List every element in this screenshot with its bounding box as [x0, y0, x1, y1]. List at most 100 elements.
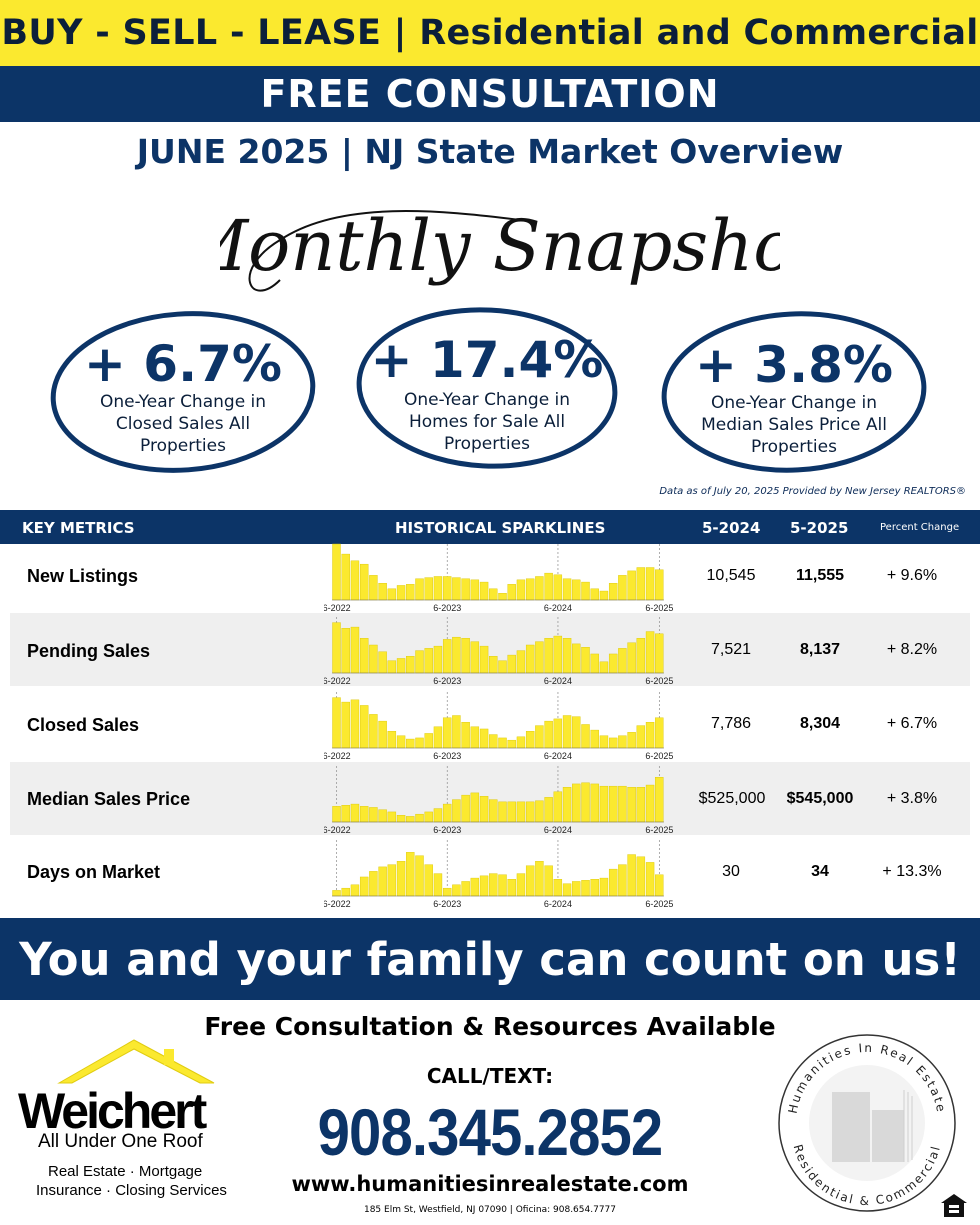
stat-line1: One-Year Change in [403, 390, 571, 410]
sparkline-axis-label: 6-2024 [544, 603, 572, 613]
sparkline-bar [590, 879, 599, 897]
sparkline-bar [553, 791, 563, 823]
sparkline-bar [627, 787, 636, 823]
top-banner: BUY - SELL - LEASE | Residential and Com… [0, 0, 980, 66]
sparkline-bar [396, 658, 406, 674]
sparkline-bar [608, 653, 618, 674]
sparkline-bar [525, 865, 535, 897]
call-text-label: CALL/TEXT: [426, 1064, 554, 1088]
sparkline-bar [433, 645, 443, 674]
sparkline-bar [433, 873, 443, 897]
sparkline-bar [645, 631, 655, 674]
sparkline-bar [516, 736, 526, 749]
sparkline-bar [369, 871, 378, 897]
sparkline-bar [498, 737, 507, 749]
table-row: Median Sales Price 6-2022 6-2023 6-2024 6-2… [10, 762, 970, 835]
sparkline-bar [424, 577, 433, 601]
sparkline-bar [618, 575, 627, 601]
sparkline-axis-label: 6-2024 [544, 751, 572, 761]
sparkline-bar [516, 873, 526, 897]
sparkline-bar [479, 728, 489, 749]
sparkline-bar [461, 794, 470, 823]
sparkline-bar [341, 887, 350, 897]
consultation-text: FREE CONSULTATION [260, 72, 720, 116]
sparkline-bar [424, 648, 433, 674]
stat-line3: Properties [751, 437, 837, 457]
sparkline-axis-label: 6-2025 [645, 751, 673, 761]
sparkline-bar [645, 862, 655, 897]
stat-line2: Median Sales Price All [701, 415, 887, 435]
stat-line2: Homes for Sale All [408, 412, 566, 432]
phone-number[interactable]: 908.345.2852 [317, 1095, 664, 1169]
sparkline-bar [636, 725, 646, 749]
stat-line3: Properties [140, 436, 226, 456]
row-curr: 8,137 [799, 641, 841, 658]
sparkline-bar [507, 879, 516, 897]
stat-line1: One-Year Change in [710, 393, 878, 413]
sparkline-bar [415, 650, 424, 674]
sparkline: 6-2022 6-2023 6-2024 6-2025 [324, 840, 673, 909]
sparkline-axis-label: 6-2023 [433, 603, 461, 613]
sparkline-bar [507, 654, 516, 674]
sparkline-bar [599, 735, 609, 749]
sparkline-bar [627, 732, 636, 749]
header-prev-period: 5-2024 [702, 519, 761, 537]
sparkline-bar [516, 579, 526, 601]
sparkline-bar [627, 570, 636, 601]
sparkline-bar [489, 799, 498, 823]
script-flourish [248, 210, 521, 292]
monthly-snapshot-script: Monthly Snapshot [220, 205, 780, 292]
sparkline-bar [608, 583, 618, 601]
sparkline-bar [655, 569, 664, 601]
sparkline-axis-label: 6-2022 [324, 899, 351, 909]
sparkline-bar [572, 716, 581, 749]
sparkline-bar [544, 720, 553, 749]
sparkline-bar [562, 715, 572, 749]
sparkline-bar [608, 785, 618, 823]
stat-line1: One-Year Change in [99, 392, 267, 412]
sparkline-bar [562, 638, 572, 674]
sparkline-bar [544, 572, 553, 601]
website-link[interactable]: www.humanitiesinrealestate.com [291, 1172, 689, 1196]
sparkline-bar [341, 553, 350, 601]
sparkline-bar [535, 641, 544, 674]
sparkline-bar [655, 874, 664, 897]
sparkline-bar [618, 735, 627, 749]
sparkline-bar [442, 576, 452, 601]
stat-circle-outline [50, 311, 316, 473]
row-curr: 11,555 [795, 567, 845, 584]
sparkline-bar [581, 581, 590, 601]
sparkline-bar [572, 783, 581, 823]
sparkline-axis-label: 6-2022 [324, 825, 351, 835]
row-change: + 9.6% [886, 567, 938, 584]
sparkline-bar [442, 717, 452, 749]
banner-text: BUY - SELL - LEASE | Residential and Com… [1, 13, 979, 53]
stat-circle-outline [661, 311, 927, 473]
sparkline-bar [553, 718, 563, 749]
sparkline-bar [359, 806, 369, 823]
sparkline-bar [442, 887, 452, 897]
sparkline-bar [507, 584, 516, 601]
sparkline-bar [618, 785, 627, 823]
sparkline-bar [599, 661, 609, 674]
sparkline-bar [341, 805, 350, 823]
consultation-bar: FREE CONSULTATION [0, 66, 980, 122]
sparkline-bar [608, 868, 618, 897]
sparkline-bar [581, 647, 590, 674]
sparkline-bar [498, 593, 507, 601]
sparkline-bar [553, 879, 563, 897]
sparkline-bar [442, 803, 452, 823]
sparkline-bar [618, 864, 627, 897]
sparkline-bar [461, 881, 470, 897]
sparkline-axis-label: 6-2023 [433, 899, 461, 909]
stat-value: + 6.7% [84, 335, 282, 393]
sparkline-bar [581, 782, 590, 823]
row-label: Pending Sales [27, 641, 151, 661]
sparkline-bar [618, 648, 627, 674]
sparkline-bar [452, 799, 461, 823]
sparkline-bar [479, 875, 489, 897]
logo-tagline: All Under One Roof [38, 1131, 203, 1152]
sparkline-bar [359, 638, 369, 674]
sparkline-bar [562, 883, 572, 897]
sparkline-bar [387, 811, 397, 823]
